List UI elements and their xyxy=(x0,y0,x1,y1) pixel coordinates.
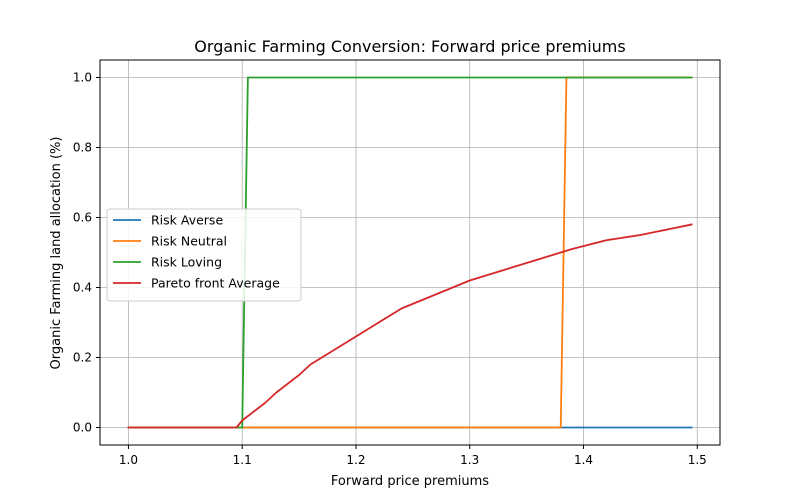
legend-box xyxy=(106,208,302,302)
chart-title: Organic Farming Conversion: Forward pric… xyxy=(194,37,625,56)
x-tick-label: 1.2 xyxy=(346,453,365,467)
x-tick-label: 1.5 xyxy=(688,453,707,467)
legend: Risk Averse Risk Neutral Risk Loving Pareto… xyxy=(106,208,302,302)
legend-label: Risk Averse xyxy=(151,213,223,228)
y-tick-label: 0.8 xyxy=(73,141,92,155)
y-tick-label: 0.4 xyxy=(73,281,92,295)
x-tick-label: 1.0 xyxy=(119,453,138,467)
y-tick-label: 1.0 xyxy=(73,71,92,85)
y-tick-label: 0.2 xyxy=(73,351,92,365)
legend-label: Pareto front Average xyxy=(151,276,280,291)
axis-ticks: 1.0 1.1 1.2 1.3 1.4 1.5 0.0 0.2 0.4 0.6 0.8 1.0 xyxy=(73,71,707,468)
y-axis-label: Organic Farming land allocation (%) xyxy=(49,137,64,370)
x-axis-label: Forward price premiums xyxy=(331,474,489,489)
legend-label: Risk Neutral xyxy=(151,234,227,249)
x-tick-label: 1.4 xyxy=(574,453,593,467)
x-tick-label: 1.1 xyxy=(233,453,252,467)
x-tick-label: 1.3 xyxy=(460,453,479,467)
legend-label: Risk Loving xyxy=(151,255,222,270)
plot-frame xyxy=(99,59,721,446)
series-line-pareto-front-average xyxy=(127,223,693,429)
y-tick-label: 0.0 xyxy=(73,421,92,435)
y-tick-label: 0.6 xyxy=(73,211,92,225)
